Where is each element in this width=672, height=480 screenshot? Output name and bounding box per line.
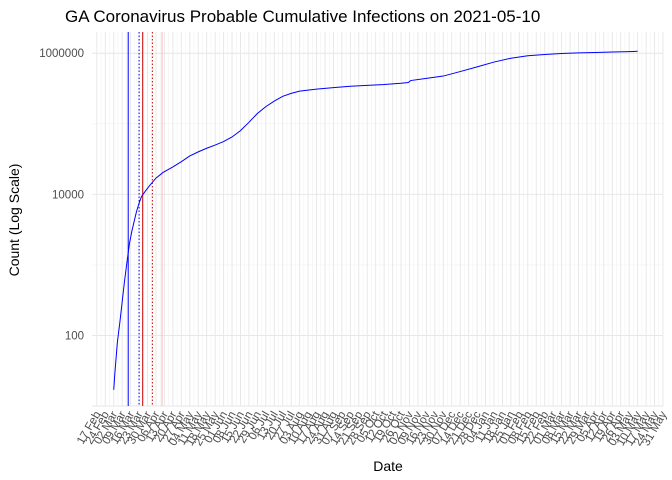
chart-title: GA Coronavirus Probable Cumulative Infec… bbox=[65, 7, 540, 26]
y-tick-label: 1000000 bbox=[39, 48, 84, 60]
series-layer bbox=[113, 50, 638, 390]
y-tick-label: 100 bbox=[65, 330, 84, 342]
major-grid bbox=[92, 32, 664, 407]
y-axis-ticks: 100 10000 1000000 bbox=[39, 48, 84, 342]
x-axis-title: Date bbox=[373, 458, 403, 474]
y-tick-label: 10000 bbox=[52, 189, 84, 201]
minor-grid bbox=[92, 32, 663, 406]
y-axis-title: Count (Log Scale) bbox=[6, 164, 22, 277]
reference-lines bbox=[127, 32, 163, 406]
series-line bbox=[113, 50, 638, 390]
